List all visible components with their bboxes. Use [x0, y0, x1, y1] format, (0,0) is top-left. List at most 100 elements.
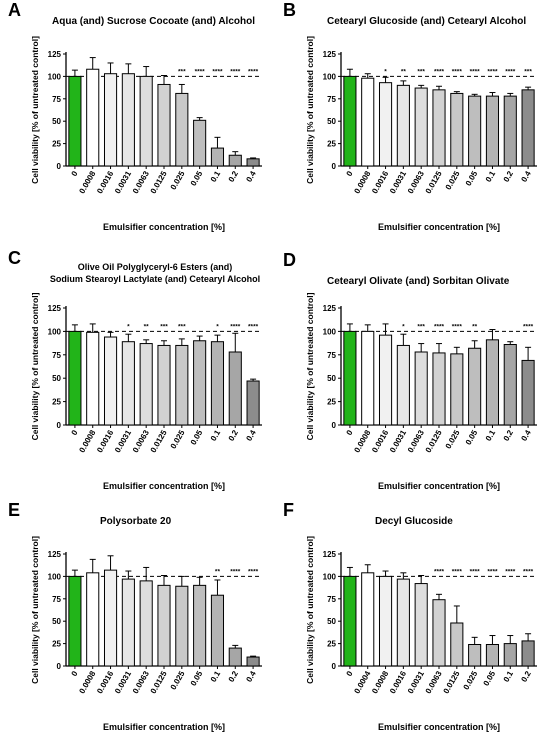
- significance-label: ****: [248, 323, 259, 330]
- x-tick-label: 0.1: [502, 669, 516, 684]
- significance-label: ****: [248, 568, 259, 575]
- x-tick-label: 0.0125: [424, 169, 444, 195]
- y-tick-label: 25: [327, 140, 336, 149]
- significance-label: ****: [452, 568, 463, 575]
- y-tick-label: 0: [57, 662, 62, 671]
- x-tick-label: 0: [345, 428, 355, 437]
- significance-label: ****: [434, 568, 445, 575]
- chart-svg: 0 25 50 75 100 125 Cell viability [% of untrea…: [305, 292, 537, 491]
- bar: [503, 643, 517, 667]
- x-tick-label: 0.05: [189, 169, 205, 187]
- significance-label: ****: [434, 323, 445, 330]
- bar: [343, 330, 357, 426]
- y-tick-label: 125: [323, 304, 337, 313]
- significance-label: ***: [417, 323, 425, 330]
- chart-svg: 0 25 50 75 100 125 Cell viability [% of untrea…: [30, 292, 262, 491]
- y-tick-label: 25: [52, 640, 61, 649]
- bar: [450, 622, 464, 667]
- bar: [210, 594, 225, 667]
- bar: [343, 75, 357, 167]
- y-tick-label: 100: [323, 327, 337, 336]
- bar: [503, 344, 517, 426]
- bar: [521, 359, 535, 426]
- significance-label: **: [215, 568, 221, 575]
- chart-panel-f: F Decyl Glucoside 0 25 50 75 100 125 Cell viabil…: [275, 500, 550, 748]
- bar: [378, 334, 393, 426]
- bar: [468, 95, 482, 167]
- x-tick-label: 0.0125: [424, 428, 444, 454]
- chart-title: Olive Oil Polyglyceryl-6 Esters (and) So…: [49, 262, 261, 284]
- bar: [157, 83, 171, 167]
- bar: [157, 344, 171, 426]
- bar: [361, 572, 375, 667]
- x-tick-label: 0.0125: [149, 428, 169, 454]
- bar: [450, 92, 464, 167]
- x-axis-label: Emulsifier concentration [%]: [378, 481, 500, 491]
- significance-label: ****: [195, 68, 206, 75]
- bar: [396, 344, 410, 426]
- panel-letter: A: [8, 0, 21, 20]
- bar: [86, 331, 100, 426]
- bar: [139, 343, 153, 426]
- chart-panel-c: C Olive Oil Polyglyceryl-6 Esters (and) S…: [0, 248, 275, 498]
- x-tick-label: 0: [70, 169, 80, 178]
- significance-label: *: [384, 68, 387, 75]
- panel-letter: C: [8, 248, 21, 268]
- chart-title: Aqua (and) Sucrose Cocoate (and) Alcohol: [52, 16, 255, 27]
- y-tick-label: 50: [52, 117, 61, 126]
- chart-panel-b: B Cetearyl Glucoside (and) Cetearyl Alcoh…: [275, 0, 550, 248]
- bar: [343, 575, 357, 667]
- y-axis-label: Cell viability [% of untreated control]: [30, 36, 40, 184]
- y-tick-label: 100: [323, 572, 337, 581]
- significance-label: ****: [505, 68, 516, 75]
- y-tick-label: 25: [52, 398, 61, 407]
- bar: [175, 585, 189, 667]
- significance-label: ***: [160, 323, 168, 330]
- significance-label: **: [401, 68, 407, 75]
- significance-label: *: [402, 323, 405, 330]
- significance-label: ****: [212, 68, 223, 75]
- bar: [175, 344, 189, 426]
- bar: [361, 77, 375, 167]
- x-tick-label: 0.4: [244, 428, 258, 443]
- y-axis-label: Cell viability [% of untreated control]: [305, 536, 315, 684]
- bar: [485, 95, 500, 167]
- bar: [210, 147, 225, 167]
- chart-panel-e: E Polysorbate 20 0 25 50 75 100 125 Cell viabili…: [0, 500, 275, 748]
- x-tick-label: 0.0125: [149, 669, 169, 695]
- bar: [175, 92, 189, 167]
- x-tick-label: 0: [345, 169, 355, 178]
- bar: [210, 341, 225, 426]
- x-tick-label: 0.1: [209, 428, 223, 443]
- bar: [193, 584, 207, 667]
- y-tick-label: 50: [327, 617, 336, 626]
- y-axis-label: Cell viability [% of untreated control]: [305, 36, 315, 184]
- significance-label: ****: [487, 568, 498, 575]
- x-tick-label: 0.1: [209, 669, 223, 684]
- bar: [485, 643, 500, 667]
- bar: [521, 640, 535, 667]
- bar: [378, 82, 393, 167]
- bar: [396, 84, 410, 167]
- y-axis-label: Cell viability [% of untreated control]: [30, 292, 40, 440]
- y-tick-label: 75: [327, 351, 336, 360]
- y-tick-label: 75: [52, 351, 61, 360]
- y-tick-label: 125: [48, 550, 62, 559]
- x-tick-label: 0.2: [502, 428, 516, 443]
- significance-label: ****: [523, 323, 534, 330]
- significance-label: ****: [230, 568, 241, 575]
- significance-label: ****: [452, 68, 463, 75]
- y-tick-label: 0: [332, 662, 337, 671]
- bar: [468, 643, 482, 667]
- chart-svg: 0 25 50 75 100 125 Cell viability [% of untrea…: [305, 36, 537, 232]
- y-tick-label: 0: [332, 421, 337, 430]
- bar: [86, 68, 100, 167]
- y-tick-label: 75: [52, 95, 61, 104]
- bar: [68, 75, 82, 167]
- x-tick-label: 0: [70, 669, 80, 678]
- y-tick-label: 50: [52, 374, 61, 383]
- significance-label: ***: [178, 68, 186, 75]
- x-tick-label: 0.1: [484, 169, 498, 184]
- x-tick-label: 0.2: [519, 669, 533, 684]
- bar: [139, 580, 153, 667]
